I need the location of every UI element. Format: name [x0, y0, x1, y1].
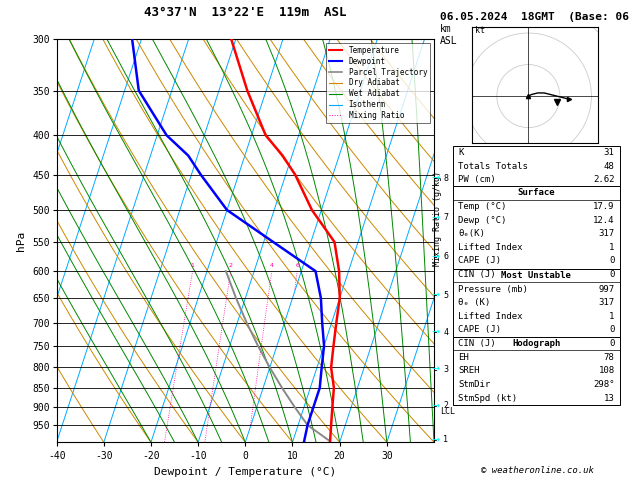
Text: 317: 317: [598, 229, 615, 238]
Text: 0: 0: [609, 326, 615, 334]
Text: 13: 13: [604, 394, 615, 402]
Text: 4: 4: [270, 263, 274, 268]
Text: 8: 8: [443, 174, 448, 183]
Text: 06.05.2024  18GMT  (Base: 06): 06.05.2024 18GMT (Base: 06): [440, 12, 629, 22]
Text: →: →: [432, 327, 440, 337]
Text: Lifted Index: Lifted Index: [458, 243, 523, 252]
Text: km: km: [440, 24, 452, 35]
Text: 2.62: 2.62: [593, 175, 615, 184]
Text: 4: 4: [443, 328, 448, 337]
Text: Lifted Index: Lifted Index: [458, 312, 523, 321]
Text: Pressure (mb): Pressure (mb): [458, 285, 528, 294]
Text: 0: 0: [609, 257, 615, 265]
Text: LCL: LCL: [440, 407, 455, 416]
Text: 3: 3: [443, 365, 448, 374]
Legend: Temperature, Dewpoint, Parcel Trajectory, Dry Adiabat, Wet Adiabat, Isotherm, Mi: Temperature, Dewpoint, Parcel Trajectory…: [326, 43, 430, 123]
Text: 1: 1: [609, 243, 615, 252]
Text: SREH: SREH: [458, 366, 479, 375]
Text: 2: 2: [229, 263, 233, 268]
Text: 43°37'N  13°22'E  119m  ASL: 43°37'N 13°22'E 119m ASL: [144, 6, 347, 19]
Text: Dewp (°C): Dewp (°C): [458, 216, 506, 225]
Text: 1: 1: [443, 435, 448, 444]
Text: EH: EH: [458, 353, 469, 362]
Text: StmDir: StmDir: [458, 380, 490, 389]
Text: Totals Totals: Totals Totals: [458, 162, 528, 171]
Text: 31: 31: [604, 148, 615, 157]
Text: 0: 0: [609, 339, 615, 348]
Text: CAPE (J): CAPE (J): [458, 326, 501, 334]
Text: 317: 317: [598, 298, 615, 307]
Text: Most Unstable: Most Unstable: [501, 271, 571, 280]
Text: →: →: [432, 290, 440, 300]
Text: 17.9: 17.9: [593, 202, 615, 211]
Text: θₑ (K): θₑ (K): [458, 298, 490, 307]
Text: 0: 0: [609, 270, 615, 279]
Text: 48: 48: [604, 162, 615, 171]
Text: Temp (°C): Temp (°C): [458, 202, 506, 211]
Text: ASL: ASL: [440, 36, 458, 47]
Text: 7: 7: [443, 213, 448, 223]
Text: kt: kt: [475, 26, 485, 35]
Text: 6: 6: [295, 263, 299, 268]
Text: PW (cm): PW (cm): [458, 175, 496, 184]
Text: StmSpd (kt): StmSpd (kt): [458, 394, 517, 402]
Text: Mixing Ratio (g/kg): Mixing Ratio (g/kg): [433, 171, 442, 266]
Text: K: K: [458, 148, 464, 157]
Text: 2: 2: [443, 401, 448, 410]
Text: Surface: Surface: [518, 189, 555, 197]
Text: 298°: 298°: [593, 380, 615, 389]
Text: 997: 997: [598, 285, 615, 294]
Text: 1: 1: [191, 263, 194, 268]
Text: →: →: [432, 364, 440, 375]
Text: 6: 6: [443, 252, 448, 261]
Text: 12.4: 12.4: [593, 216, 615, 225]
Text: CIN (J): CIN (J): [458, 270, 496, 279]
Text: →: →: [432, 213, 440, 223]
Text: © weatheronline.co.uk: © weatheronline.co.uk: [481, 466, 594, 475]
Text: θₑ(K): θₑ(K): [458, 229, 485, 238]
X-axis label: Dewpoint / Temperature (°C): Dewpoint / Temperature (°C): [154, 467, 337, 477]
Text: 1: 1: [609, 312, 615, 321]
Text: 78: 78: [604, 353, 615, 362]
Text: →: →: [432, 435, 440, 445]
Y-axis label: hPa: hPa: [16, 230, 26, 251]
Text: CAPE (J): CAPE (J): [458, 257, 501, 265]
Text: →: →: [432, 401, 440, 411]
Text: →: →: [432, 174, 440, 183]
Text: CIN (J): CIN (J): [458, 339, 496, 348]
Text: 108: 108: [598, 366, 615, 375]
Text: Hodograph: Hodograph: [512, 339, 560, 348]
Text: 5: 5: [443, 291, 448, 300]
Text: →: →: [432, 252, 440, 262]
